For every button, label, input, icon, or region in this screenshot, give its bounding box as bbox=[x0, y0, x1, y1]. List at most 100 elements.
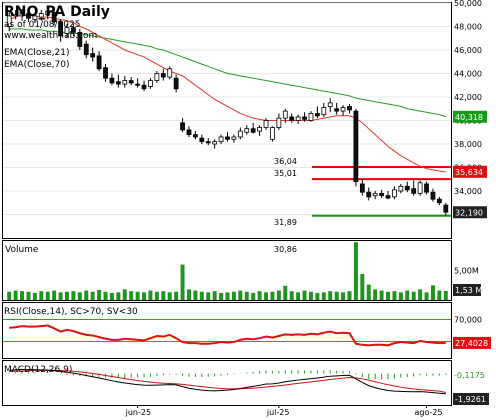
candle-body bbox=[231, 136, 237, 140]
candle-body bbox=[122, 80, 128, 85]
candle-body bbox=[302, 116, 307, 120]
volume-bar bbox=[405, 290, 410, 300]
volume-bar bbox=[341, 292, 346, 300]
candle-body bbox=[270, 127, 275, 140]
candle-body bbox=[321, 107, 327, 116]
candle-body bbox=[180, 122, 185, 131]
volume-bar bbox=[142, 292, 147, 300]
volume-bar bbox=[386, 291, 390, 300]
volume-bar bbox=[424, 292, 429, 300]
macd-last-tag bbox=[453, 393, 489, 405]
candle-body bbox=[128, 80, 134, 84]
volume-bar bbox=[180, 264, 185, 300]
candle-body bbox=[404, 185, 410, 191]
volume-bar bbox=[13, 290, 18, 300]
candle-body bbox=[314, 113, 320, 117]
volume-bar bbox=[353, 242, 358, 300]
macd-panel-frame bbox=[2, 360, 452, 406]
volume-annotation: 30,86 bbox=[274, 245, 297, 254]
price-tick-label: 46,000 bbox=[454, 46, 482, 55]
price-tick-label: 48,000 bbox=[454, 23, 482, 32]
volume-bar bbox=[321, 292, 326, 300]
volume-bar bbox=[430, 285, 435, 300]
volume-last-tag bbox=[453, 284, 481, 296]
volume-bar bbox=[103, 291, 108, 300]
volume-bar bbox=[244, 291, 249, 300]
candle-body bbox=[347, 106, 352, 111]
volume-bar bbox=[71, 291, 76, 300]
candle-body bbox=[430, 191, 436, 200]
price-tick-label: 50,000 bbox=[454, 0, 482, 8]
volume-bar bbox=[26, 291, 31, 300]
price-tag-label: 40,318 bbox=[455, 113, 483, 122]
volume-bar bbox=[52, 290, 57, 300]
level-label: 35,01 bbox=[274, 169, 297, 178]
volume-bar bbox=[347, 291, 352, 300]
level-label: 31,89 bbox=[274, 218, 297, 227]
volume-bar bbox=[302, 290, 307, 300]
volume-bar bbox=[148, 290, 153, 300]
volume-bar bbox=[443, 290, 448, 300]
site-label: www.wealth-lab.com bbox=[4, 31, 97, 41]
candle-body bbox=[372, 192, 378, 197]
candle-body bbox=[385, 195, 391, 199]
candle-body bbox=[83, 43, 89, 56]
price-tick-label: 34,000 bbox=[454, 187, 482, 196]
volume-bar bbox=[32, 292, 37, 300]
macd-last-label-1: -0,1175 bbox=[454, 371, 485, 380]
volume-bar bbox=[238, 290, 243, 300]
rsi-last-label: 27,4028 bbox=[455, 339, 488, 348]
volume-bar bbox=[65, 291, 69, 300]
candle-body bbox=[225, 136, 230, 140]
volume-bar bbox=[283, 285, 288, 300]
volume-panel-frame bbox=[2, 240, 452, 301]
candle-body bbox=[96, 55, 102, 70]
volume-bar bbox=[308, 291, 313, 300]
candle-body bbox=[327, 102, 333, 107]
volume-bar bbox=[392, 291, 397, 300]
candle-body bbox=[71, 27, 76, 33]
candle-body bbox=[115, 81, 121, 85]
price-tag-label: 35,634 bbox=[455, 168, 483, 177]
volume-bar bbox=[257, 291, 262, 300]
volume-bar bbox=[315, 292, 320, 300]
candle-body bbox=[135, 83, 141, 86]
volume-bar bbox=[360, 274, 365, 300]
volume-tick-label: 5,00M bbox=[454, 267, 479, 276]
candle-body bbox=[436, 198, 442, 204]
candle-body bbox=[19, 11, 25, 17]
candle-body bbox=[392, 189, 397, 198]
volume-bar bbox=[289, 291, 294, 300]
candle-body bbox=[411, 188, 417, 194]
candle-body bbox=[45, 10, 51, 16]
candle-body bbox=[417, 182, 423, 194]
candle-body bbox=[359, 183, 365, 193]
volume-bar bbox=[373, 289, 378, 300]
volume-bar bbox=[77, 292, 82, 300]
candle-body bbox=[379, 192, 384, 197]
macd-signal-line bbox=[9, 369, 446, 394]
volume-bar bbox=[167, 292, 172, 300]
price-tag bbox=[453, 206, 487, 219]
x-tick-label: ago-25 bbox=[415, 408, 443, 417]
volume-bar bbox=[296, 292, 301, 300]
candle-body bbox=[186, 129, 192, 135]
level-label: 36,04 bbox=[274, 157, 297, 166]
volume-bar bbox=[84, 290, 89, 300]
volume-bar bbox=[174, 291, 179, 300]
candle-body bbox=[193, 134, 198, 138]
candle-body bbox=[289, 116, 295, 121]
candle-body bbox=[26, 13, 31, 19]
volume-bar bbox=[58, 292, 63, 300]
candle-body bbox=[218, 136, 224, 143]
volume-bar bbox=[231, 291, 236, 300]
candle-body bbox=[237, 130, 243, 138]
volume-bar bbox=[212, 291, 217, 300]
volume-bar bbox=[219, 292, 224, 300]
legend-ema70: EMA(Close,70) bbox=[4, 60, 69, 70]
volume-bar bbox=[135, 291, 140, 300]
volume-bar bbox=[109, 292, 114, 300]
price-tag-label: 32,190 bbox=[455, 208, 483, 217]
